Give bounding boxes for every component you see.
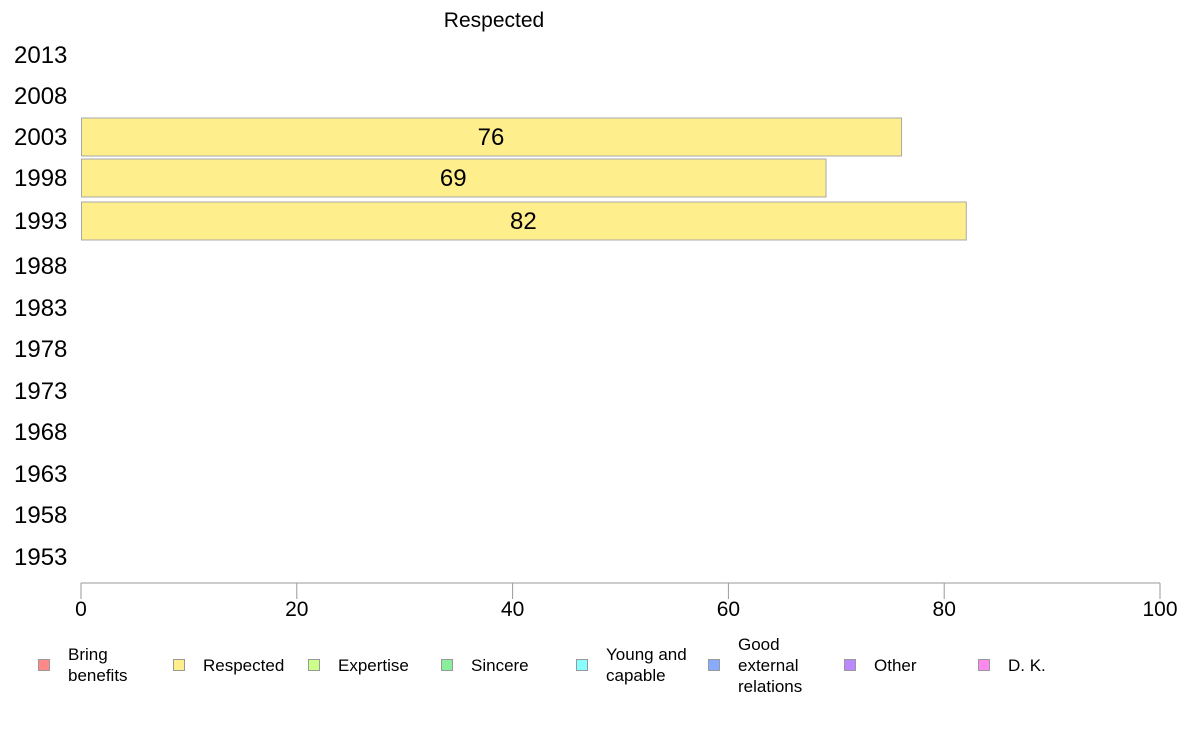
legend-label: Other xyxy=(874,655,917,675)
x-tick-label: 100 xyxy=(1142,598,1177,621)
legend-item: Other xyxy=(844,632,974,698)
legend-swatch xyxy=(844,659,856,671)
legend-item: Respected xyxy=(173,632,303,698)
legend-swatch xyxy=(978,659,990,671)
legend-item: Good external relations xyxy=(708,632,838,698)
y-tick-label: 1993 xyxy=(14,208,67,235)
y-tick-label: 1968 xyxy=(14,419,67,446)
x-tick-label: 40 xyxy=(501,598,524,621)
legend: Bring benefits Respected Expertise Sincere Y… xyxy=(38,632,1158,702)
legend-label: Bring benefits xyxy=(68,645,128,685)
legend-swatch xyxy=(308,659,320,671)
legend-swatch xyxy=(708,659,720,671)
legend-label: Respected xyxy=(203,655,285,675)
y-tick-label: 1988 xyxy=(14,253,67,280)
bar xyxy=(81,158,827,198)
bar xyxy=(81,201,967,241)
y-tick-label: 2008 xyxy=(14,83,67,110)
y-tick-label: 1978 xyxy=(14,336,67,363)
x-tick-label: 20 xyxy=(285,598,308,621)
x-tick-label: 0 xyxy=(75,598,87,621)
bar xyxy=(81,117,903,157)
y-tick-label: 1953 xyxy=(14,544,67,571)
y-tick-label: 2013 xyxy=(14,42,67,69)
legend-swatch xyxy=(441,659,453,671)
y-tick-label: 1963 xyxy=(14,461,67,488)
data-label: 76 xyxy=(478,124,505,151)
legend-item: Bring benefits xyxy=(38,632,168,698)
x-tick-label: 80 xyxy=(933,598,956,621)
legend-item: D. K. xyxy=(978,632,1108,698)
legend-swatch xyxy=(38,659,50,671)
legend-item: Young and capable xyxy=(576,632,706,698)
y-tick-label: 1983 xyxy=(14,295,67,322)
legend-label: Young and capable xyxy=(606,645,687,685)
chart-plot: Respected 2013 2008 2003 76 1998 69 1993 82 1988 1… xyxy=(14,9,1178,621)
data-label: 69 xyxy=(440,165,467,192)
chart-title: Respected xyxy=(444,9,544,32)
y-tick-label: 1973 xyxy=(14,378,67,405)
legend-item: Expertise xyxy=(308,632,438,698)
x-tick-label: 60 xyxy=(717,598,740,621)
legend-label: Expertise xyxy=(338,655,409,675)
y-tick-label: 1958 xyxy=(14,502,67,529)
legend-label: Good external relations xyxy=(738,634,803,696)
y-tick-label: 1998 xyxy=(14,165,67,192)
data-label: 82 xyxy=(510,208,537,235)
legend-swatch xyxy=(576,659,588,671)
legend-label: D. K. xyxy=(1008,655,1046,675)
legend-swatch xyxy=(173,659,185,671)
legend-item: Sincere xyxy=(441,632,571,698)
legend-label: Sincere xyxy=(471,655,529,675)
y-tick-label: 2003 xyxy=(14,124,67,151)
